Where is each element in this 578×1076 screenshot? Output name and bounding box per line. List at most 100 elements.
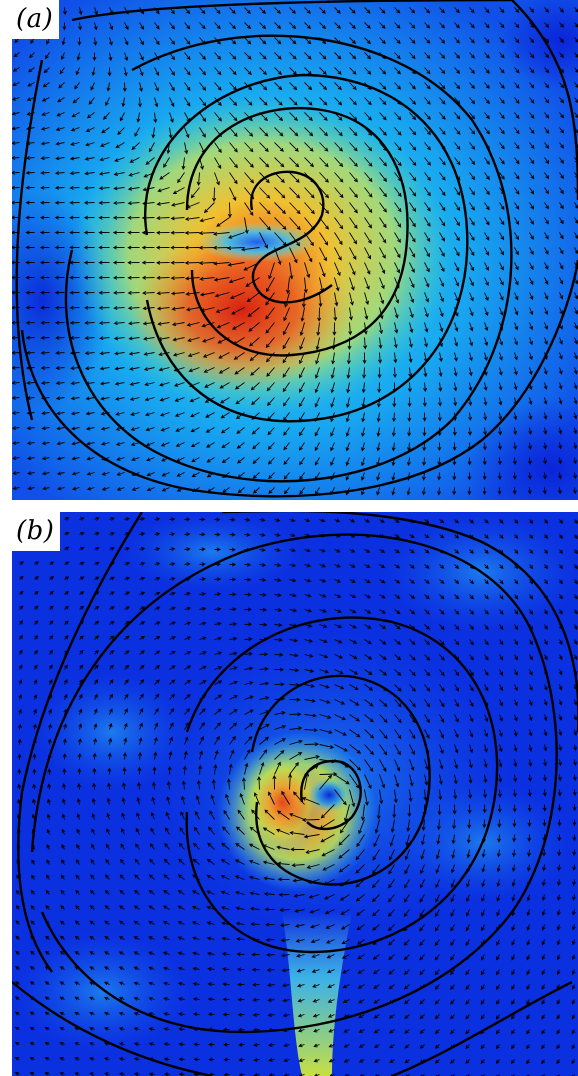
vector-arrow <box>409 82 416 90</box>
vector-arrow <box>54 215 65 220</box>
vector-arrow <box>283 307 290 322</box>
vector-arrow <box>267 427 275 436</box>
vector-arrow <box>64 664 68 670</box>
vector-arrow <box>338 849 350 859</box>
vector-arrow <box>439 37 446 44</box>
vector-arrow <box>454 729 459 739</box>
vector-arrow <box>74 82 80 90</box>
vector-arrow <box>495 1029 500 1035</box>
vector-arrow <box>498 382 503 391</box>
vector-arrow <box>214 607 222 611</box>
vector-arrow <box>317 307 322 322</box>
vector-arrow <box>215 307 230 314</box>
vector-arrow <box>544 82 550 89</box>
vector-arrow <box>32 723 37 730</box>
vector-arrow <box>184 591 191 596</box>
vector-arrow <box>527 849 532 857</box>
vector-arrow <box>76 52 81 61</box>
vector-arrow <box>421 487 426 496</box>
vector-arrow <box>157 187 170 193</box>
vector-arrow <box>484 82 490 89</box>
vector-arrow <box>511 984 515 991</box>
vector-arrow <box>71 426 80 431</box>
vector-arrow <box>244 157 254 168</box>
vector-arrow <box>484 714 489 723</box>
vector-arrow <box>544 202 549 210</box>
vector-arrow <box>89 1041 95 1046</box>
vector-arrow <box>319 548 326 553</box>
vector-arrow <box>124 576 131 581</box>
vector-arrow <box>41 441 50 446</box>
vector-arrow <box>14 996 20 1001</box>
vector-arrow <box>544 127 550 134</box>
vector-arrow <box>469 549 474 554</box>
vector-arrow <box>529 337 533 346</box>
vector-arrow <box>409 292 415 304</box>
vector-arrow <box>190 442 200 448</box>
vector-arrow <box>39 245 50 250</box>
vector-arrow <box>133 1072 140 1076</box>
vector-arrow <box>496 939 500 946</box>
vector-arrow <box>268 487 275 494</box>
vector-arrow <box>355 864 365 874</box>
vector-arrow <box>389 834 395 847</box>
vector-arrow <box>468 412 473 421</box>
vector-arrow <box>244 37 252 45</box>
vector-arrow <box>94 606 100 610</box>
vector-arrow <box>439 564 445 569</box>
vector-arrow <box>514 519 519 524</box>
vector-arrow <box>289 697 301 702</box>
vector-arrow <box>99 336 110 341</box>
vector-arrow <box>454 127 461 135</box>
vector-arrow <box>468 774 473 784</box>
vector-arrow <box>319 593 327 598</box>
vector-arrow <box>63 679 68 685</box>
vector-arrow <box>154 532 161 537</box>
vector-arrow <box>16 889 20 895</box>
vector-arrow <box>543 427 548 435</box>
vector-arrow <box>298 427 305 437</box>
vector-arrow <box>123 722 128 730</box>
vector-arrow <box>104 920 110 925</box>
vector-arrow <box>229 622 238 627</box>
vector-arrow <box>84 171 95 176</box>
vector-arrow <box>334 624 343 629</box>
vector-arrow <box>573 427 578 435</box>
vector-arrow <box>571 1014 576 1020</box>
vector-arrow <box>453 352 458 362</box>
vector-arrow <box>285 277 290 294</box>
vector-arrow <box>511 894 516 902</box>
vector-arrow <box>439 579 445 585</box>
vector-arrow <box>349 639 358 644</box>
vector-arrow <box>394 202 402 213</box>
vector-arrow <box>48 708 53 715</box>
vector-arrow <box>377 382 382 394</box>
vector-arrow <box>421 819 426 831</box>
vector-arrow <box>94 561 100 566</box>
vector-arrow <box>483 774 488 784</box>
vector-arrow <box>409 594 416 599</box>
vector-arrow <box>450 894 455 903</box>
vector-arrow <box>409 654 416 661</box>
vector-arrow <box>109 679 114 685</box>
vector-arrow <box>364 232 372 244</box>
vector-arrow <box>358 1029 365 1033</box>
vector-arrow <box>527 789 532 798</box>
vector-arrow <box>543 714 548 722</box>
vector-arrow <box>465 969 470 976</box>
vector-arrow <box>319 654 329 659</box>
vector-arrow <box>319 609 328 613</box>
vector-arrow <box>334 639 343 644</box>
vector-arrow <box>192 936 200 941</box>
vector-arrow <box>98 260 110 265</box>
vector-arrow <box>274 682 285 687</box>
vector-arrow <box>123 67 128 77</box>
vector-arrow <box>469 714 474 723</box>
vector-arrow <box>435 864 440 874</box>
vector-arrow <box>178 1072 185 1076</box>
vector-arrow <box>237 1012 245 1017</box>
vector-arrow <box>124 22 129 31</box>
vector-arrow <box>184 547 191 552</box>
vector-arrow <box>89 1011 95 1016</box>
vector-arrow <box>174 397 185 402</box>
